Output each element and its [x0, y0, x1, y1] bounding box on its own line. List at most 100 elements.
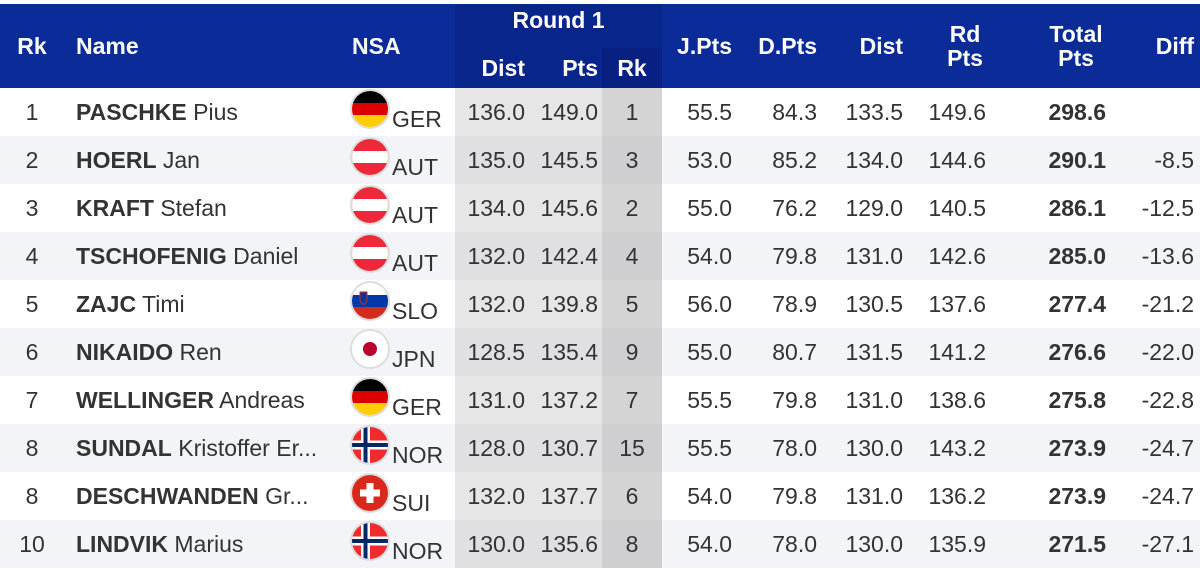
athlete-last-name: DESCHWANDEN	[76, 482, 259, 509]
round1-pts: 130.7	[530, 424, 602, 472]
total-points: 277.4	[992, 280, 1113, 328]
round1-rank: 9	[602, 328, 663, 376]
athlete-first-name: Ren	[179, 338, 222, 365]
round-points: 138.6	[908, 376, 993, 424]
distance-points: 76.2	[740, 184, 823, 232]
total-points: 276.6	[992, 328, 1113, 376]
header-rdpts[interactable]: Rd Pts	[908, 4, 993, 88]
header-r1-pts[interactable]: Pts	[530, 48, 602, 88]
rank-cell: 1	[0, 88, 64, 136]
distance-points: 79.8	[740, 232, 823, 280]
round1-pts: 145.5	[530, 136, 602, 184]
distance: 134.0	[822, 136, 909, 184]
header-total[interactable]: Total Pts	[992, 4, 1113, 88]
round-points: 142.6	[908, 232, 993, 280]
nsa-code: SUI	[392, 490, 431, 516]
round1-rank: 15	[602, 424, 663, 472]
athlete-name[interactable]: NIKAIDO Ren	[64, 328, 350, 376]
judge-points: 54.0	[662, 520, 741, 568]
athlete-last-name: LINDVIK	[76, 530, 168, 557]
judge-points: 55.0	[662, 184, 741, 232]
round1-rank: 6	[602, 472, 663, 520]
round1-pts: 137.2	[530, 376, 602, 424]
nsa-cell: GER	[350, 88, 455, 136]
table-row[interactable]: 6 NIKAIDO Ren JPN 128.5 135.4 9 55.0 80.7 131.5 1…	[0, 328, 1200, 376]
round1-pts: 137.7	[530, 472, 602, 520]
judge-points: 55.0	[662, 328, 741, 376]
judge-points: 54.0	[662, 472, 741, 520]
athlete-name[interactable]: HOERL Jan	[64, 136, 350, 184]
round1-pts: 135.4	[530, 328, 602, 376]
table-row[interactable]: 8 SUNDAL Kristoffer Er... NOR 128.0 130.7 15 5…	[0, 424, 1200, 472]
diff: -27.1	[1112, 520, 1200, 568]
athlete-first-name: Pius	[193, 98, 238, 125]
distance-points: 78.0	[740, 520, 823, 568]
distance-points: 80.7	[740, 328, 823, 376]
athlete-last-name: PASCHKE	[76, 98, 187, 125]
header-nsa[interactable]: NSA	[350, 4, 455, 88]
round1-pts: 142.4	[530, 232, 602, 280]
athlete-first-name: Marius	[174, 530, 244, 557]
rank-cell: 10	[0, 520, 64, 568]
header-diff[interactable]: Diff	[1112, 4, 1200, 88]
athlete-first-name: Daniel	[233, 242, 299, 269]
header-r1-dist[interactable]: Dist	[455, 48, 530, 88]
header-rk[interactable]: Rk	[0, 4, 64, 88]
round1-rank: 3	[602, 136, 663, 184]
athlete-name[interactable]: DESCHWANDEN Gr...	[64, 472, 350, 520]
header-jpts[interactable]: J.Pts	[662, 4, 741, 88]
athlete-name[interactable]: SUNDAL Kristoffer Er...	[64, 424, 350, 472]
athlete-last-name: TSCHOFENIG	[76, 242, 227, 269]
header-dpts[interactable]: D.Pts	[740, 4, 823, 88]
flag-slo-icon	[352, 283, 388, 319]
diff: -22.8	[1112, 376, 1200, 424]
athlete-name[interactable]: ZAJC Timi	[64, 280, 350, 328]
diff: -24.7	[1112, 424, 1200, 472]
nsa-code: SLO	[392, 298, 439, 324]
distance: 133.5	[822, 88, 909, 136]
table-row[interactable]: 4 TSCHOFENIG Daniel AUT 132.0 142.4 4 54.0 79.8…	[0, 232, 1200, 280]
diff: -13.6	[1112, 232, 1200, 280]
table-row[interactable]: 7 WELLINGER Andreas GER 131.0 137.2 7 55.5 79.8…	[0, 376, 1200, 424]
distance: 130.0	[822, 424, 909, 472]
athlete-first-name: Jan	[162, 146, 200, 173]
table-row[interactable]: 2 HOERL Jan AUT 135.0 145.5 3 53.0 85.2 134.0 144…	[0, 136, 1200, 184]
nsa-code: AUT	[392, 202, 438, 228]
table-row[interactable]: 1 PASCHKE Pius GER 136.0 149.0 1 55.5 84.3 133.5…	[0, 88, 1200, 136]
table-row[interactable]: 10 LINDVIK Marius NOR 130.0 135.6 8 54.0 78.0 13…	[0, 520, 1200, 568]
round1-rank: 8	[602, 520, 663, 568]
flag-jpn-icon	[352, 331, 388, 367]
nsa-cell: SLO	[350, 280, 455, 328]
table-header: Rk Name NSA Round 1 J.Pts D.Pts Dist Rd …	[0, 4, 1200, 88]
flag-nor-icon	[352, 523, 388, 559]
table-row[interactable]: 8 DESCHWANDEN Gr... SUI 132.0 137.7 6 54.0 79.8…	[0, 472, 1200, 520]
round-points: 136.2	[908, 472, 993, 520]
table-row[interactable]: 3 KRAFT Stefan AUT 134.0 145.6 2 55.0 76.2 129.0…	[0, 184, 1200, 232]
athlete-name[interactable]: LINDVIK Marius	[64, 520, 350, 568]
athlete-name[interactable]: PASCHKE Pius	[64, 88, 350, 136]
nsa-code: GER	[392, 394, 442, 420]
athlete-name[interactable]: WELLINGER Andreas	[64, 376, 350, 424]
nsa-code: NOR	[392, 538, 444, 564]
rank-cell: 3	[0, 184, 64, 232]
rank-cell: 5	[0, 280, 64, 328]
header-total-label: Total Pts	[1049, 21, 1103, 71]
round1-dist: 131.0	[455, 376, 530, 424]
header-dist[interactable]: Dist	[822, 4, 909, 88]
judge-points: 55.5	[662, 424, 741, 472]
table-body: 1 PASCHKE Pius GER 136.0 149.0 1 55.5 84.3 133.5…	[0, 88, 1200, 568]
header-r1-rk[interactable]: Rk	[602, 48, 663, 88]
athlete-name[interactable]: TSCHOFENIG Daniel	[64, 232, 350, 280]
judge-points: 55.5	[662, 88, 741, 136]
nsa-cell: SUI	[350, 472, 455, 520]
judge-points: 53.0	[662, 136, 741, 184]
nsa-code: GER	[392, 106, 442, 132]
header-name[interactable]: Name	[64, 4, 350, 88]
nsa-cell: NOR	[350, 520, 455, 568]
total-points: 271.5	[992, 520, 1113, 568]
table-row[interactable]: 5 ZAJC Timi SLO 132.0 139.8 5 56.0 78.9 130.5 137…	[0, 280, 1200, 328]
judge-points: 55.5	[662, 376, 741, 424]
athlete-name[interactable]: KRAFT Stefan	[64, 184, 350, 232]
total-points: 285.0	[992, 232, 1113, 280]
round-points: 141.2	[908, 328, 993, 376]
